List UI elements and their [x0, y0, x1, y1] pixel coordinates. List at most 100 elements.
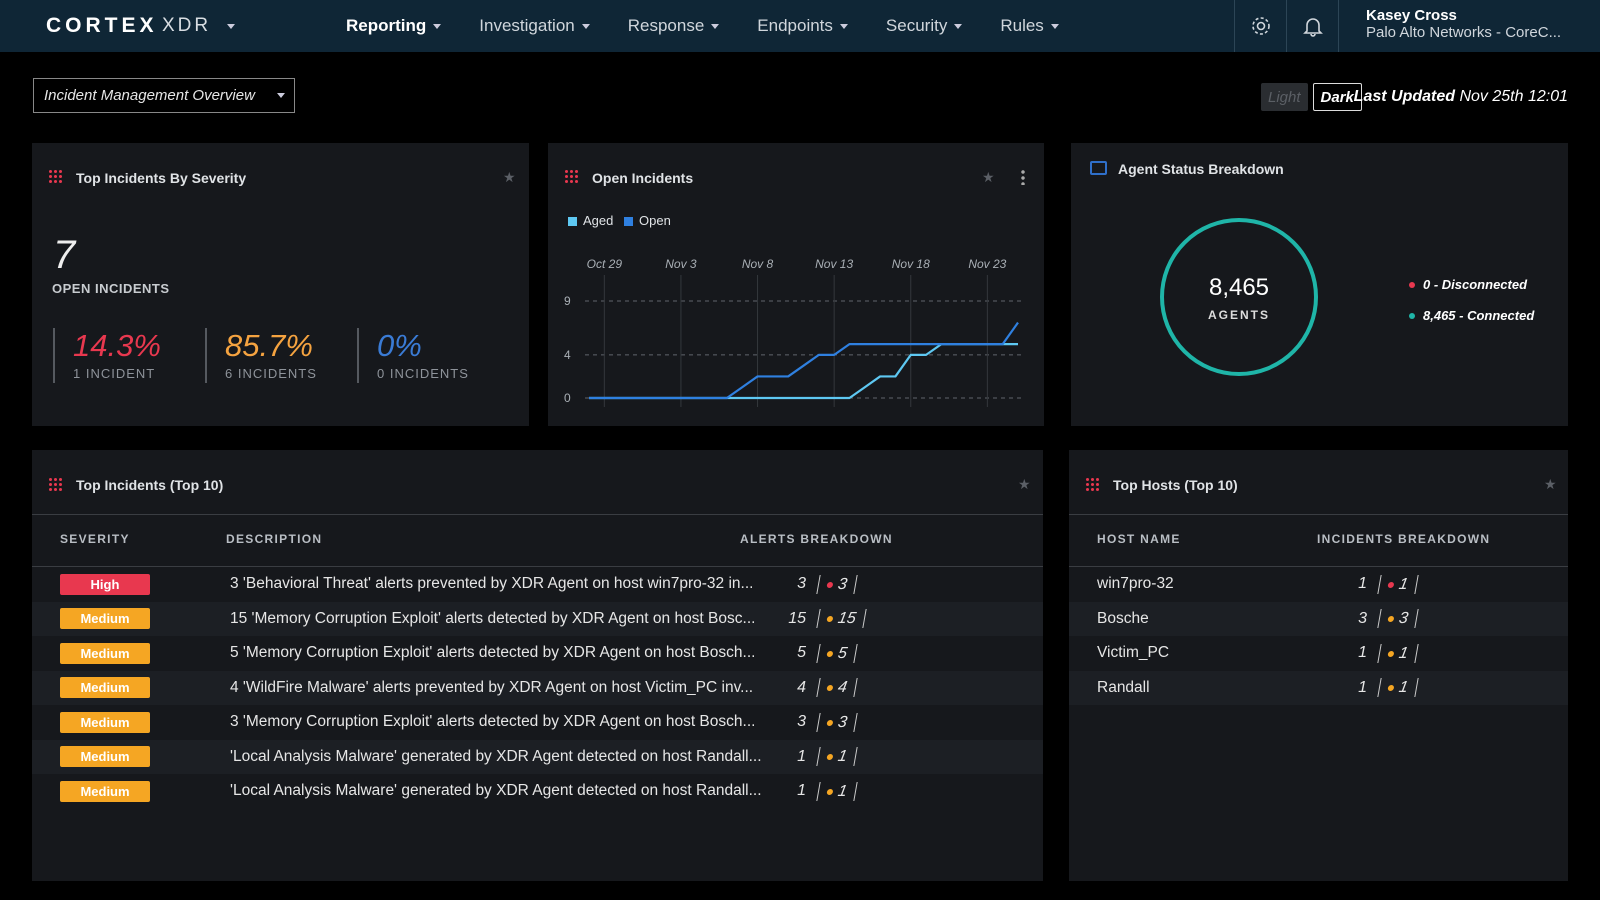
notifications-icon[interactable] — [1301, 14, 1325, 38]
table-row[interactable]: Medium 15 'Memory Corruption Exploit' ale… — [32, 601, 1043, 636]
panel-icon — [565, 170, 579, 184]
table-row[interactable]: Randall 1 1 — [1069, 670, 1568, 705]
separator — [1234, 0, 1235, 52]
user-org: Palo Alto Networks - CoreC... — [1366, 24, 1562, 41]
favorite-star[interactable]: ★ — [1544, 476, 1557, 492]
description: 'Local Analysis Malware' generated by XD… — [230, 782, 762, 800]
breakdown: 1 — [1377, 643, 1419, 663]
menu-caret — [839, 23, 848, 29]
alert-count: 3 — [797, 713, 806, 731]
breakdown-count: 1 — [1397, 644, 1410, 662]
user-info[interactable]: Kasey Cross Palo Alto Networks - CoreC..… — [1366, 7, 1561, 41]
table-row[interactable]: Medium 5 'Memory Corruption Exploit' aler… — [32, 636, 1043, 671]
line-chart: Aged Open 0 4 9 Oct 29 Nov 3 Nov 8 Nov 13 Nov 18 N… — [564, 213, 1022, 407]
x-tick-label: Nov 23 — [968, 257, 1006, 271]
breakdown-dot — [1387, 684, 1395, 691]
panel-title: Open Incidents — [592, 170, 694, 186]
product-caret[interactable] — [227, 24, 235, 29]
x-tick-label: Nov 8 — [742, 257, 774, 271]
breakdown-dot — [826, 581, 834, 588]
panel-menu[interactable] — [1021, 169, 1025, 185]
menu-item[interactable]: Endpoints — [757, 16, 848, 36]
logo[interactable]: CORTEX — [46, 14, 158, 37]
table-row[interactable]: Medium 'Local Analysis Malware' generated… — [32, 739, 1043, 774]
column-header: INCIDENTS BREAKDOWN — [1317, 532, 1491, 546]
agent-panel: Agent Status Breakdown 8,465 AGENTS 0 - … — [1071, 143, 1568, 426]
menu-caret — [581, 23, 590, 29]
severity-badge: High — [60, 573, 150, 595]
agent-legend: 0 - Disconnected 8,465 - Connected — [1409, 269, 1534, 331]
host-name: win7pro-32 — [1097, 575, 1174, 593]
menu-item[interactable]: Security — [886, 16, 963, 36]
favorite-star[interactable]: ★ — [982, 169, 995, 185]
separator — [1338, 0, 1339, 52]
host-name: Randall — [1097, 678, 1150, 696]
menu-item-label: Endpoints — [757, 16, 833, 35]
dashboard-select[interactable]: Incident Management Overview — [33, 78, 295, 113]
description: 5 'Memory Corruption Exploit' alerts det… — [230, 644, 756, 662]
theme-button[interactable]: Light — [1261, 83, 1308, 111]
settings-icon[interactable] — [1249, 14, 1273, 38]
breakdown-count: 15 — [836, 609, 858, 627]
host-name: Bosche — [1097, 609, 1149, 627]
menu-caret — [433, 23, 442, 29]
menu-caret — [711, 23, 720, 29]
legend-label: 8,465 - Connected — [1423, 308, 1535, 323]
favorite-star[interactable]: ★ — [1018, 476, 1031, 492]
menu-caret — [1050, 23, 1059, 29]
select-caret — [277, 93, 285, 98]
stat-divider — [53, 328, 55, 383]
divider — [1069, 566, 1568, 567]
breakdown: 5 — [816, 643, 858, 663]
favorite-star[interactable]: ★ — [503, 169, 516, 185]
stat-divider — [357, 328, 359, 383]
last-updated-value: Nov 25th 12:01 — [1459, 88, 1568, 105]
open-incidents-total: 7 — [53, 233, 76, 277]
last-updated: Last Updated Nov 25th 12:01 — [1354, 88, 1568, 106]
table-row[interactable]: win7pro-32 1 1 — [1069, 567, 1568, 602]
breakdown: 4 — [816, 678, 858, 698]
stat-percent: 14.3% — [73, 328, 161, 363]
table-row[interactable]: Medium 'Local Analysis Malware' generated… — [32, 774, 1043, 809]
table-row[interactable]: High 3 'Behavioral Threat' alerts prevent… — [32, 567, 1043, 602]
table-row[interactable]: Medium 3 'Memory Corruption Exploit' aler… — [32, 705, 1043, 740]
table-body: win7pro-32 1 1 Bosche 3 3 Victim_PC 1 1 Randall 1 1 — [1069, 567, 1568, 705]
menu-item[interactable]: Reporting — [346, 16, 442, 36]
legend-swatch — [624, 217, 633, 226]
open-incidents-panel: Open Incidents ★ Aged Open 0 4 9 Oct 29 Nov 3 N… — [548, 143, 1044, 426]
x-tick-label: Nov 3 — [665, 257, 697, 271]
legend-label: 0 - Disconnected — [1423, 277, 1528, 292]
breakdown-count: 4 — [836, 678, 849, 696]
menu-item[interactable]: Response — [628, 16, 720, 36]
alert-count: 3 — [1358, 609, 1367, 627]
menu-item-label: Rules — [1000, 16, 1044, 35]
legend-label: Aged — [583, 213, 613, 228]
breakdown: 1 — [1377, 678, 1419, 698]
alert-count: 1 — [1358, 678, 1367, 696]
incidents-panel: Top Incidents (Top 10) ★ SEVERITY DESCRIP… — [32, 450, 1043, 881]
table-row[interactable]: Medium 4 'WildFire Malware' alerts preven… — [32, 670, 1043, 705]
line-series — [589, 321, 1019, 400]
menu-item[interactable]: Rules — [1000, 16, 1059, 36]
stat-count: 0 INCIDENTS — [377, 366, 469, 381]
alert-count: 1 — [1358, 575, 1367, 593]
divider — [32, 566, 1043, 567]
ring-segment — [1160, 218, 1318, 376]
severity-badge: Medium — [60, 746, 150, 768]
legend-dot — [1409, 312, 1415, 319]
legend-swatch — [568, 217, 577, 226]
severity-panel: Top Incidents By Severity ★ 7 OPEN INCID… — [32, 143, 529, 426]
theme-button[interactable]: Dark — [1312, 83, 1362, 111]
breakdown-dot — [826, 753, 834, 760]
last-updated-label: Last Updated — [1353, 88, 1456, 105]
alert-count: 15 — [788, 609, 806, 627]
panel-icon — [1086, 478, 1100, 492]
table-row[interactable]: Victim_PC 1 1 — [1069, 636, 1568, 671]
menu-item[interactable]: Investigation — [479, 16, 590, 36]
severity-badge: Medium — [60, 642, 150, 664]
panel-title: Agent Status Breakdown — [1118, 161, 1284, 177]
breakdown-count: 1 — [1397, 678, 1410, 696]
table-row[interactable]: Bosche 3 3 — [1069, 601, 1568, 636]
panel-title: Top Incidents By Severity — [76, 170, 247, 186]
